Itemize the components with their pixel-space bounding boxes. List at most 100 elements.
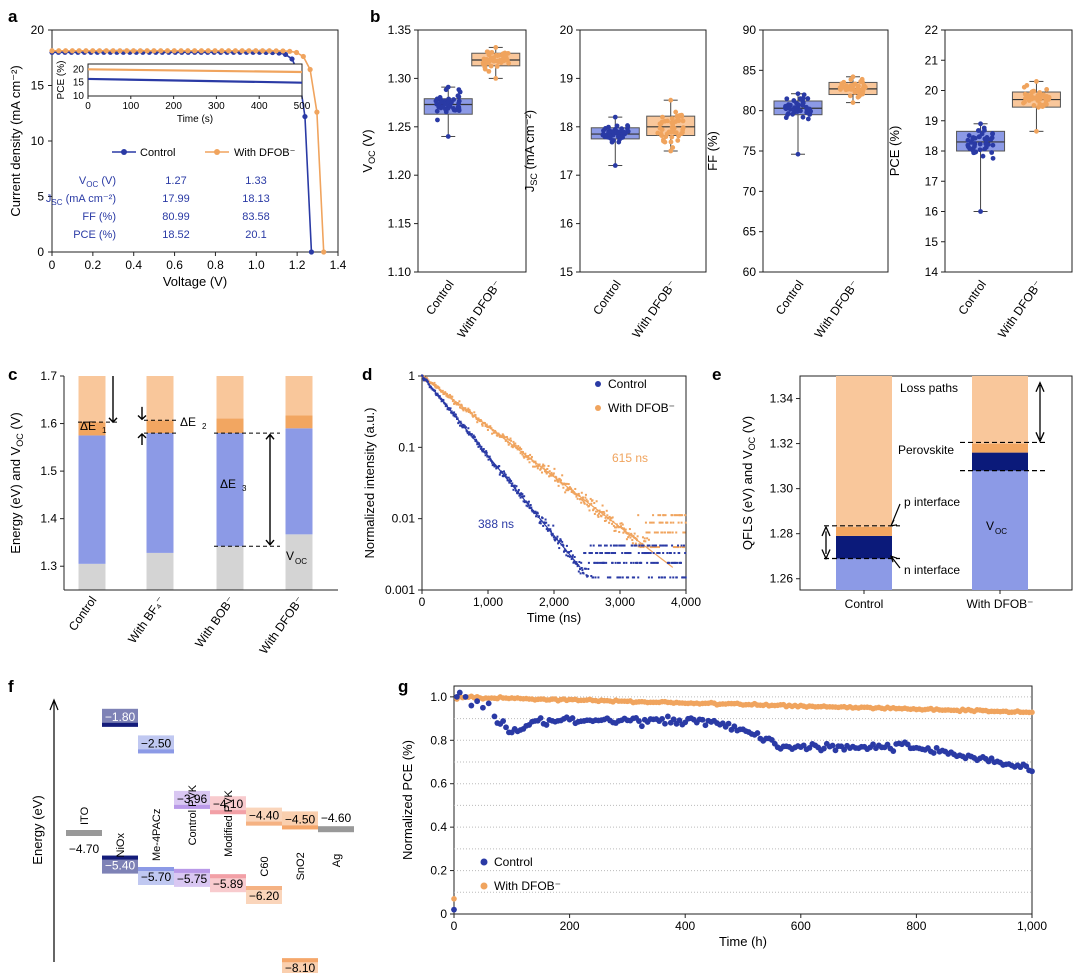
b-y-tick-label: 75 [743, 144, 757, 158]
e-loss-label: Loss paths [900, 381, 958, 395]
a-inset-x-tick-label: 400 [251, 101, 268, 112]
b-data-point [798, 108, 803, 114]
b-data-point [977, 141, 983, 147]
d-dfob-point [655, 531, 658, 534]
b-data-point [658, 121, 664, 127]
d-dfob-point [644, 521, 647, 524]
f-homo-level [282, 958, 318, 963]
d-dfob-point [660, 531, 663, 534]
b-data-point [1021, 84, 1027, 90]
b-data-point [612, 163, 618, 168]
b-data-point [491, 58, 497, 64]
d-control-point [580, 566, 583, 569]
a-dfob-point [83, 48, 89, 54]
d-dfob-point [613, 529, 616, 532]
d-control-point [579, 568, 582, 571]
a-dfob-point [280, 48, 286, 54]
g-control-point [485, 700, 492, 707]
d-dfob-point [530, 455, 533, 458]
b-category-label: Control [773, 278, 807, 318]
d-control-point [619, 576, 622, 579]
e-y-tick-label: 1.26 [770, 572, 794, 586]
f-layer-name: Control PVK [187, 784, 199, 845]
d-control-point [562, 550, 565, 553]
d-dfob-point [666, 521, 669, 524]
d-control-point [442, 399, 445, 402]
f-y-axis-label: Energy (eV) [30, 795, 45, 864]
d-dfob-point [623, 530, 626, 533]
d-control-point [572, 561, 575, 564]
d-dfob-point [627, 536, 630, 539]
a-dfob-point [212, 48, 218, 54]
d-dfob-point [595, 510, 598, 513]
d-dfob-point [562, 486, 565, 489]
b-data-point [805, 96, 811, 101]
d-dfob-point [480, 423, 483, 426]
a-inset-y-tick-label: 15 [73, 78, 85, 89]
d-dfob-point [476, 418, 479, 421]
d-control-point [550, 533, 553, 536]
d-control-point [510, 484, 513, 487]
d-control-point [543, 521, 546, 524]
d-tau-dfob: 615 ns [612, 451, 648, 465]
d-dfob-point [671, 514, 674, 517]
f-ito-level [66, 830, 102, 836]
d-dfob-point [468, 409, 471, 412]
d-control-point [612, 552, 615, 555]
d-control-point [453, 411, 456, 414]
d-dfob-point [664, 514, 667, 517]
d-dfob-point [582, 500, 585, 503]
b-plot-frame [762, 29, 889, 273]
d-control-point [498, 465, 501, 468]
a-inset-dfob-line [87, 68, 303, 74]
g-control-point [456, 689, 463, 696]
d-dfob-point [580, 501, 583, 504]
d-dfob-point [518, 447, 521, 450]
c-bar-orange [146, 420, 174, 434]
d-control-point [485, 450, 488, 453]
e-bar-p-interface [836, 526, 892, 536]
d-dfob-point [536, 467, 539, 470]
d-control-point [580, 561, 583, 564]
d-dfob-point [520, 448, 523, 451]
f-homo-level [210, 874, 246, 879]
a-table-dfob-value: 18.13 [242, 193, 270, 205]
d-control-point [670, 561, 673, 564]
d-control-point [640, 544, 643, 547]
d-control-point [671, 544, 674, 547]
d-control-point [434, 392, 437, 395]
f-lumo-band [174, 790, 210, 809]
f-level-value: −4.10 [213, 797, 244, 811]
d-control-point [422, 379, 425, 382]
d-dfob-point [565, 489, 568, 492]
c-voc-label: V [286, 549, 294, 563]
a-dfob-point [293, 49, 300, 56]
d-dfob-point [590, 502, 593, 505]
e-n-pointer [890, 555, 901, 569]
g-control-point [451, 906, 457, 913]
d-control-point [674, 561, 677, 564]
d-control-point [521, 493, 524, 496]
d-dfob-point [592, 508, 595, 511]
d-x-tick-label: 2,000 [539, 595, 569, 609]
d-dfob-point [679, 546, 682, 549]
b-data-point [619, 134, 625, 140]
e-y-tick-label: 1.30 [770, 482, 794, 496]
d-control-point [563, 549, 566, 552]
d-control-point [534, 510, 537, 513]
b-data-point [438, 100, 443, 105]
b-data-point [852, 90, 858, 95]
b-data-point [791, 98, 797, 103]
d-dfob-point [652, 521, 655, 524]
d-control-point [590, 575, 593, 578]
d-dfob-point [445, 392, 448, 395]
d-dfob-point [523, 455, 526, 458]
b-data-point [680, 118, 686, 124]
a-dfob-point [321, 249, 327, 255]
a-table-row-label: FF (%) [82, 211, 116, 223]
b-data-point [978, 209, 983, 214]
b-data-point [625, 123, 631, 129]
d-control-point [650, 561, 653, 564]
f-layer-name: ITO [79, 806, 91, 825]
b-data-point [606, 129, 611, 135]
